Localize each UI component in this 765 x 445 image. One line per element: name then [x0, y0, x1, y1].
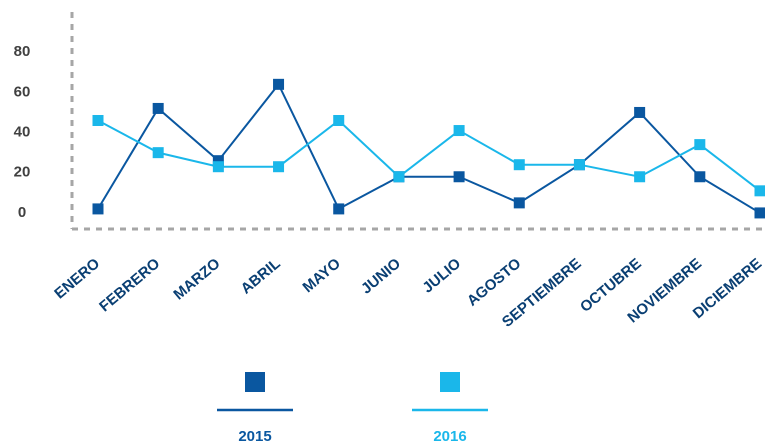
y-tick-label: 20	[14, 164, 31, 181]
point-marker	[393, 171, 405, 183]
x-tick-label: JULIO	[419, 255, 464, 297]
y-tick-label: 40	[14, 124, 31, 141]
x-tick-label: FEBRERO	[96, 255, 163, 315]
point-marker	[273, 161, 285, 173]
point-marker	[513, 197, 525, 209]
legend-swatch	[245, 372, 265, 392]
point-marker	[694, 171, 706, 183]
x-tick-label: ENERO	[51, 255, 103, 303]
point-marker	[634, 171, 646, 183]
legend-swatch	[440, 372, 460, 392]
y-tick-label: 60	[14, 83, 31, 100]
point-marker	[273, 78, 285, 90]
x-tick-label: ABRIL	[238, 255, 284, 297]
x-tick-label: MARZO	[170, 255, 223, 304]
point-marker	[333, 203, 345, 215]
point-marker	[92, 115, 104, 126]
point-marker	[573, 159, 585, 171]
point-marker	[453, 125, 465, 137]
point-marker	[152, 147, 164, 159]
point-marker	[333, 115, 345, 126]
legend-label: 2015	[238, 428, 271, 445]
point-marker	[212, 161, 224, 173]
legend-label: 2016	[433, 428, 466, 445]
point-marker	[212, 155, 224, 167]
point-marker	[634, 106, 646, 118]
point-marker	[92, 203, 104, 215]
point-marker	[694, 139, 706, 151]
point-marker	[152, 102, 164, 114]
x-tick-label: MAYO	[300, 255, 345, 296]
series-line	[97, 82, 761, 214]
x-tick-label: AGOSTO	[464, 255, 525, 310]
point-marker	[754, 207, 765, 219]
series-line	[97, 119, 761, 192]
point-marker	[513, 159, 525, 171]
y-tick-label: 0	[18, 204, 26, 221]
y-tick-label: 80	[14, 43, 31, 60]
point-marker	[453, 171, 465, 183]
point-marker	[754, 185, 765, 197]
x-tick-label: JUNIO	[358, 255, 404, 298]
